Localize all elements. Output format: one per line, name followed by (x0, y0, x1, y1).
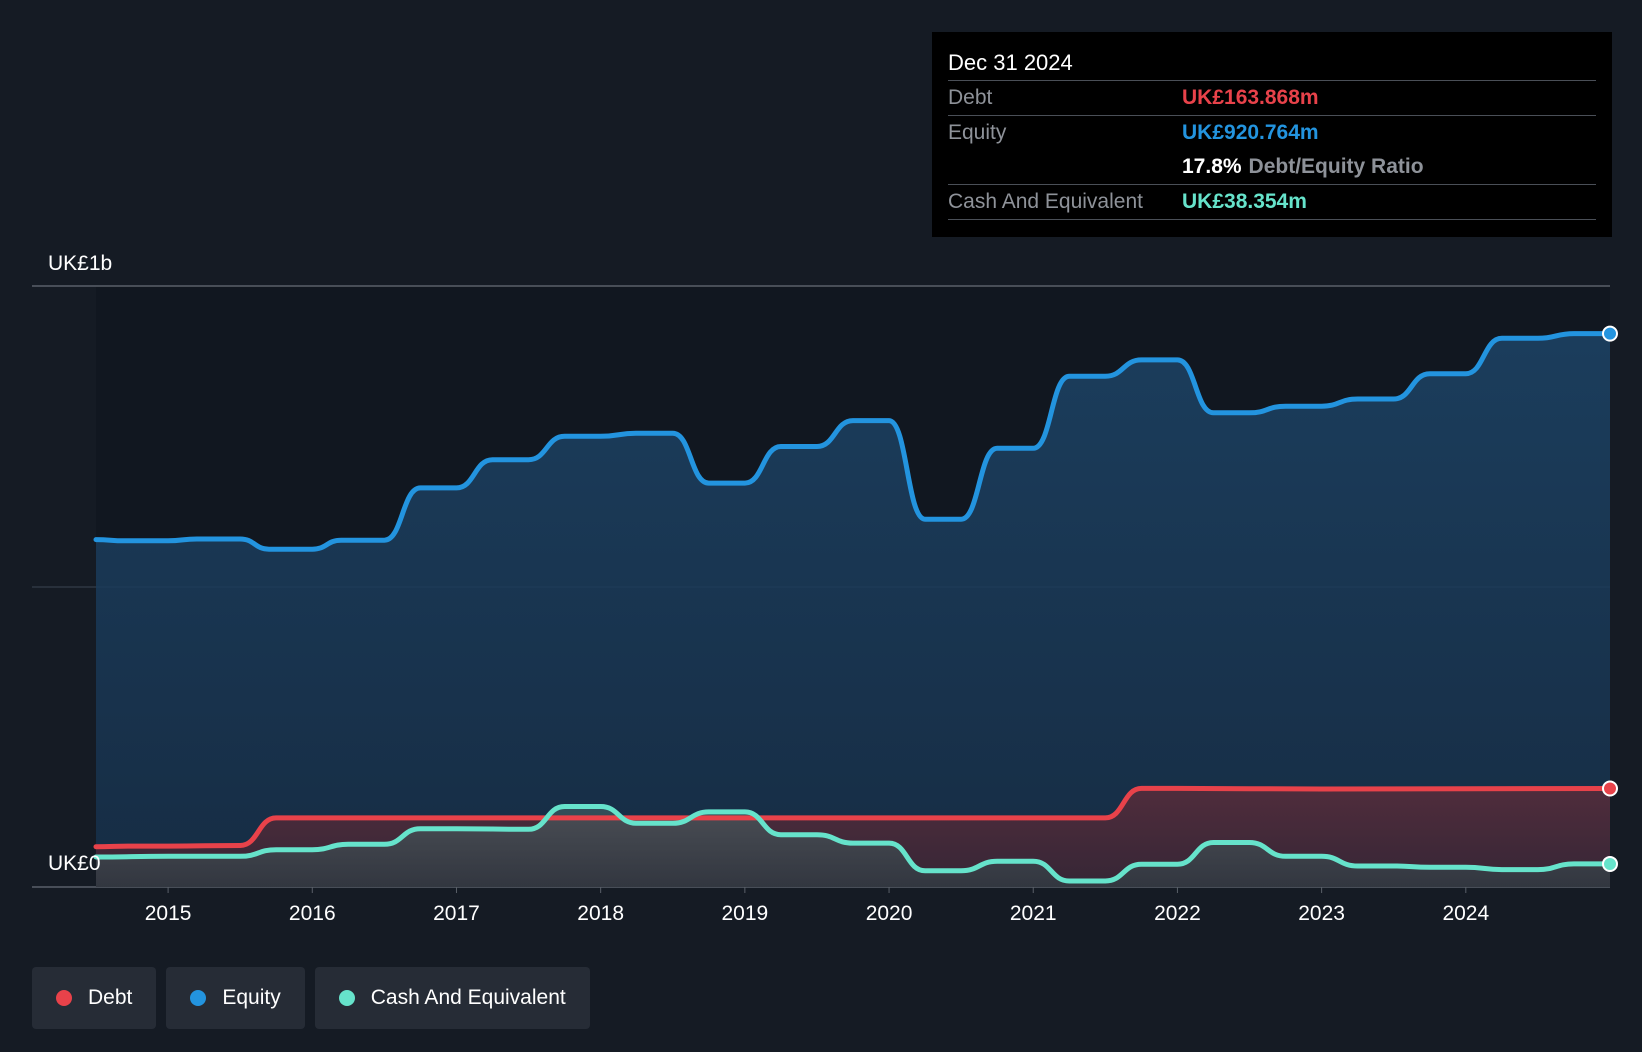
equity-end-marker (1602, 325, 1618, 342)
x-axis-ticks: 2015 2016 2017 2018 2019 2020 2021 2022 2023 2024 (145, 887, 1489, 925)
y-label-top: UK£1b (48, 252, 112, 275)
debt-dot-icon (56, 990, 72, 1006)
tooltip-date: Dec 31 2024 (948, 50, 1073, 75)
tooltip: Dec 31 2024 Debt UK£163.868m Equity UK£9… (932, 32, 1612, 237)
tooltip-ratio-value: 17.8% (1182, 155, 1242, 178)
tooltip-debt-value: UK£163.868m (1182, 86, 1319, 109)
debt-end-marker (1602, 780, 1618, 797)
x-tick-label: 2024 (1442, 902, 1489, 925)
equity-line (93, 331, 1613, 552)
tooltip-debt-label: Debt (948, 86, 993, 109)
cash-area (96, 806, 1610, 887)
tooltip-ratio-label: Debt/Equity Ratio (1248, 155, 1424, 178)
x-tick-label: 2022 (1154, 902, 1201, 925)
x-tick-label: 2017 (433, 902, 480, 925)
tooltip-row-equity: Equity UK£920.764m (948, 115, 1596, 150)
debt-line (93, 785, 1613, 850)
tooltip-cash-label: Cash And Equivalent (948, 190, 1143, 213)
legend-item-cash[interactable]: Cash And Equivalent (314, 967, 590, 1029)
x-tick-label: 2016 (289, 902, 336, 925)
tooltip-row-cash: Cash And Equivalent UK£38.354m (948, 184, 1596, 220)
x-tick-label: 2019 (721, 902, 768, 925)
x-tick-label: 2023 (1298, 902, 1345, 925)
cash-line (93, 804, 1613, 884)
tooltip-equity-value: UK£920.764m (1182, 121, 1319, 144)
legend-item-equity[interactable]: Equity (166, 967, 305, 1029)
cash-dot-icon (338, 990, 355, 1006)
chart-legend: Debt Equity Cash And Equivalent (32, 967, 600, 1029)
legend-debt-label: Debt (88, 986, 133, 1009)
tooltip-row-ratio: 17.8% Debt/Equity Ratio (948, 150, 1596, 184)
legend-item-debt[interactable]: Debt (32, 967, 157, 1029)
x-tick-label: 2020 (866, 902, 913, 925)
tooltip-cash-value: UK£38.354m (1182, 190, 1307, 213)
legend-equity-label: Equity (222, 986, 281, 1009)
tooltip-row-debt: Debt UK£163.868m (948, 80, 1596, 115)
x-tick-label: 2018 (577, 902, 624, 925)
y-label-bottom: UK£0 (48, 852, 101, 875)
cash-end-marker (1602, 855, 1618, 872)
tooltip-equity-label: Equity (948, 121, 1007, 144)
x-tick-label: 2015 (145, 902, 192, 925)
equity-area (96, 333, 1610, 888)
legend-cash-label: Cash And Equivalent (370, 986, 566, 1009)
x-tick-label: 2021 (1010, 902, 1057, 925)
equity-dot-icon (190, 990, 207, 1006)
